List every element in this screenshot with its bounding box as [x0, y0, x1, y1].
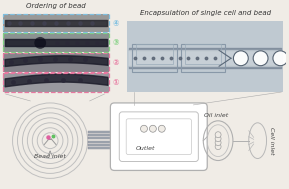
Circle shape	[215, 144, 221, 149]
Circle shape	[215, 140, 221, 146]
Circle shape	[140, 125, 147, 132]
FancyBboxPatch shape	[110, 103, 207, 170]
Bar	[136, 44, 173, 64]
Bar	[88, 137, 117, 139]
Bar	[184, 44, 221, 64]
Bar	[88, 144, 117, 146]
Circle shape	[253, 51, 268, 66]
Text: Oil inlet: Oil inlet	[204, 113, 228, 118]
Bar	[3, 53, 110, 72]
Circle shape	[273, 51, 288, 66]
Bar	[3, 14, 110, 33]
Bar	[3, 14, 110, 33]
Circle shape	[34, 37, 46, 49]
Bar	[181, 44, 225, 72]
Text: Cell inlet: Cell inlet	[270, 127, 275, 154]
Text: ①: ①	[112, 78, 119, 87]
Bar	[3, 33, 110, 52]
Text: ③: ③	[112, 38, 119, 47]
Bar	[3, 73, 110, 92]
Bar	[3, 73, 110, 92]
Text: ②: ②	[112, 58, 119, 67]
Bar	[88, 134, 117, 136]
Bar	[132, 44, 177, 72]
Bar	[88, 147, 117, 149]
Text: Encapsulation of single cell and bead: Encapsulation of single cell and bead	[140, 10, 271, 16]
Text: Outlet: Outlet	[136, 146, 155, 151]
Bar	[3, 33, 110, 52]
Circle shape	[149, 125, 156, 132]
Circle shape	[215, 132, 221, 138]
Circle shape	[234, 51, 248, 66]
Bar	[88, 131, 117, 133]
Circle shape	[215, 136, 221, 142]
Text: Bead inlet: Bead inlet	[34, 153, 66, 159]
Bar	[88, 141, 117, 143]
Text: Ordering of bead: Ordering of bead	[26, 3, 86, 9]
Bar	[3, 53, 110, 72]
Bar	[127, 21, 283, 92]
Text: ④: ④	[112, 19, 119, 28]
Circle shape	[158, 125, 165, 132]
